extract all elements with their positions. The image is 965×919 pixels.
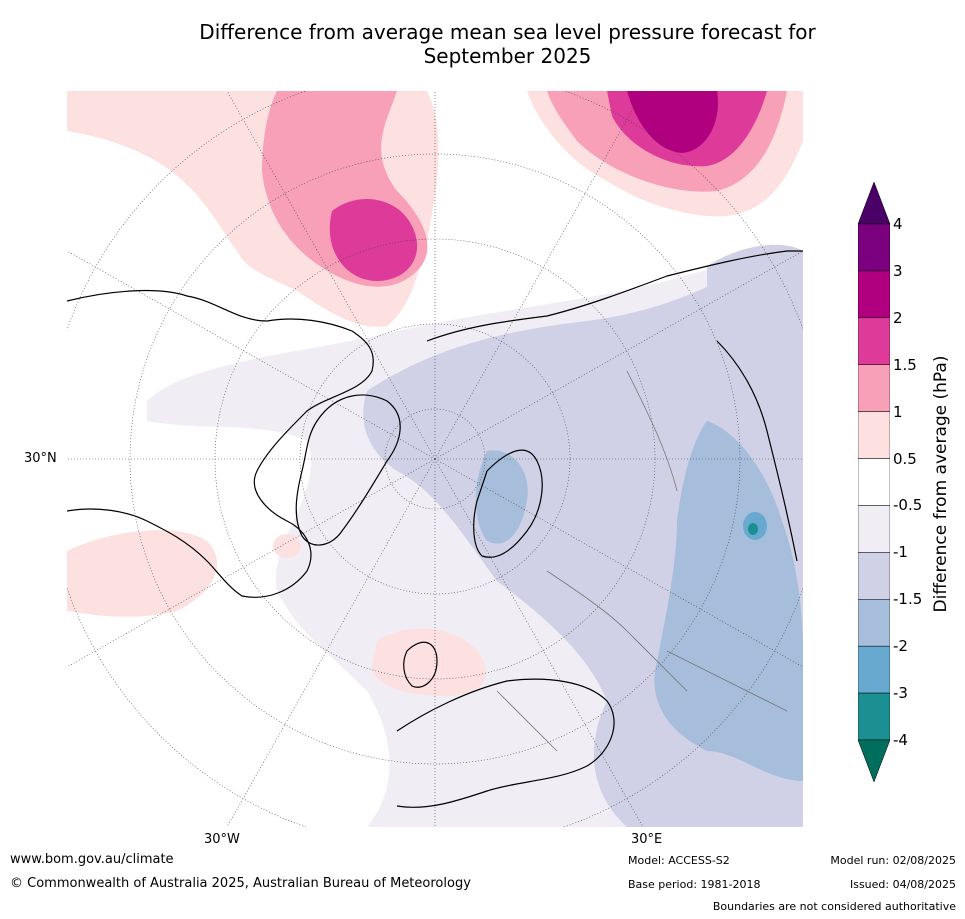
anomaly-region-pos05-atlantic xyxy=(372,628,486,696)
colorbar-top-arrow xyxy=(858,182,890,225)
colorbar-tick-label: -1.5 xyxy=(893,590,923,609)
anomaly-region-neg3 xyxy=(748,523,758,535)
colorbar-bottom-arrow xyxy=(858,739,890,782)
colorbar-tick-label: 2 xyxy=(893,308,903,327)
colorbar-band xyxy=(858,411,890,459)
country-border xyxy=(666,650,788,712)
pressure-anomaly-map xyxy=(67,91,803,827)
anomaly-region-neg15 xyxy=(654,421,803,781)
country-border xyxy=(496,690,558,752)
coastline-asia-east xyxy=(716,340,798,562)
anomaly-region-pos05-west xyxy=(67,530,217,617)
latitude-circle xyxy=(384,408,486,510)
country-border xyxy=(626,370,678,492)
colorbar-band xyxy=(858,270,890,319)
title-line-2: September 2025 xyxy=(423,44,592,68)
title-line-1: Difference from average mean sea level p… xyxy=(199,20,816,44)
base-period: Base period: 1981-2018 xyxy=(628,878,761,891)
colorbar-band xyxy=(858,317,890,365)
colorbar-band xyxy=(858,223,890,272)
issued-date: Issued: 04/08/2025 xyxy=(849,878,956,891)
colorbar-band xyxy=(858,645,890,694)
colorbar-title: Difference from average (hPa) xyxy=(931,355,951,613)
latitude-label: 30°N xyxy=(24,451,57,466)
model-name: Model: ACCESS-S2 xyxy=(628,854,730,867)
anomaly-region-neg15-west xyxy=(475,450,528,544)
colorbar-band xyxy=(858,505,890,553)
anomaly-region-pos05-small xyxy=(273,534,301,558)
coastline-scandinavia xyxy=(473,449,543,558)
colorbar-tick-label: 1.5 xyxy=(893,355,917,374)
website-link[interactable]: www.bom.gov.au/climate xyxy=(10,852,174,867)
colorbar-tick-label: -2 xyxy=(893,637,908,656)
colorbar-tick-label: 4 xyxy=(893,215,903,233)
country-border xyxy=(546,570,688,692)
coastline-europe xyxy=(396,678,615,808)
colorbar-tick-label: -1 xyxy=(893,543,908,562)
colorbar-band xyxy=(858,364,890,412)
colorbar-tick-label: 0.5 xyxy=(893,449,917,468)
longitude-label-east: 30°E xyxy=(631,832,663,847)
longitude-label-west: 30°W xyxy=(204,832,240,847)
coastline-north-america xyxy=(67,289,374,598)
coastline-uk xyxy=(403,641,438,688)
colorbar-tick-label: -0.5 xyxy=(893,496,923,515)
chart-title: Difference from average mean sea level p… xyxy=(120,20,895,68)
coastline-greenland xyxy=(295,394,401,546)
model-run: Model run: 02/08/2025 xyxy=(830,854,956,867)
colorbar-tick-label: 1 xyxy=(893,402,903,421)
disclaimer: Boundaries are not considered authoritat… xyxy=(712,900,956,913)
colorbar-band xyxy=(858,552,890,600)
colorbar-tick-label: -3 xyxy=(893,684,908,703)
colorbar-band xyxy=(858,692,890,741)
colorbar-tick-label: 3 xyxy=(893,261,903,280)
colorbar xyxy=(858,182,890,782)
anomaly-region-pos2-northeast xyxy=(627,91,718,153)
copyright-text: © Commonwealth of Australia 2025, Austra… xyxy=(10,876,471,891)
latitude-circle xyxy=(129,153,741,765)
colorbar-band xyxy=(858,458,890,506)
colorbar-band xyxy=(858,599,890,647)
colorbar-tick-label: -4 xyxy=(893,731,908,749)
anomaly-region-pos15-pacific xyxy=(329,199,418,281)
anomaly-region-neg1-north xyxy=(707,244,803,381)
coastline-eurasia-north xyxy=(426,250,803,342)
